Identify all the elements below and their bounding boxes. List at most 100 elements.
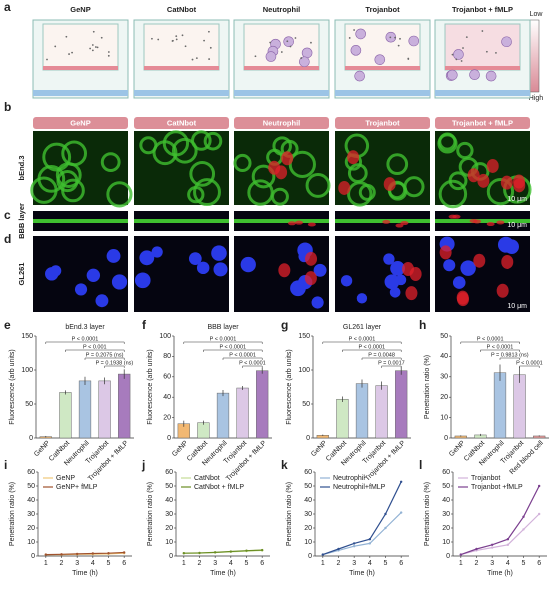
y-tick-label: 10 bbox=[304, 539, 312, 546]
x-tick-label: 3 bbox=[213, 560, 217, 567]
red-stain bbox=[477, 173, 490, 188]
y-tick-label: 80 bbox=[163, 353, 171, 360]
blue-nucleus bbox=[311, 296, 324, 309]
x-tick-label: GeNP bbox=[310, 440, 329, 459]
green-stain bbox=[203, 131, 223, 151]
chart-title: BBB layer bbox=[207, 324, 239, 331]
blue-nucleus bbox=[213, 262, 228, 277]
red-stain bbox=[305, 251, 318, 266]
particle bbox=[348, 37, 351, 39]
legend-label: CatNbot + fMLP bbox=[194, 484, 244, 491]
point bbox=[399, 480, 403, 483]
scale-bar: 10 μm bbox=[507, 222, 527, 229]
red-stain bbox=[439, 245, 452, 260]
x-tick-label: 3 bbox=[352, 560, 356, 567]
y-tick-label: 10 bbox=[440, 414, 448, 421]
particle bbox=[208, 58, 211, 60]
legend-label: Neutrophil bbox=[333, 475, 365, 482]
point bbox=[522, 515, 525, 518]
membrane bbox=[144, 66, 219, 70]
row-label: bEnd.3 bbox=[17, 155, 26, 180]
cell-icon bbox=[354, 70, 365, 82]
scale-bar: 10 μm bbox=[507, 196, 527, 203]
particle bbox=[394, 36, 396, 39]
blue-nucleus bbox=[452, 276, 466, 289]
chart-title: GL261 layer bbox=[343, 324, 382, 331]
particle bbox=[300, 57, 303, 59]
cell-icon bbox=[350, 45, 362, 56]
cell-icon bbox=[485, 70, 497, 82]
green-strip bbox=[33, 219, 128, 223]
bar bbox=[118, 373, 131, 439]
point bbox=[213, 551, 217, 554]
significance-bracket bbox=[322, 341, 402, 344]
y-tick-label: 20 bbox=[440, 394, 448, 401]
bar bbox=[355, 383, 369, 439]
y-tick-label: 20 bbox=[304, 525, 312, 532]
particle bbox=[269, 41, 272, 44]
blue-nucleus bbox=[460, 260, 476, 276]
red-stain bbox=[347, 150, 360, 165]
blue-nucleus bbox=[95, 294, 109, 308]
particle bbox=[191, 58, 194, 61]
panel-label: g bbox=[281, 318, 288, 332]
bar bbox=[256, 370, 269, 439]
red-stain bbox=[287, 221, 296, 226]
membrane bbox=[43, 66, 118, 70]
point bbox=[44, 553, 48, 556]
green-stain bbox=[106, 181, 133, 208]
green-stain bbox=[191, 130, 212, 151]
point bbox=[337, 547, 340, 551]
bottom-cells bbox=[435, 90, 530, 96]
point bbox=[399, 511, 403, 514]
schematic-header: Trojanbot bbox=[365, 5, 400, 14]
p-value: P < 0.0001 bbox=[487, 344, 514, 350]
particle bbox=[353, 29, 355, 31]
bottom-cells bbox=[134, 90, 229, 96]
blue-nucleus bbox=[74, 283, 88, 296]
particle bbox=[65, 35, 68, 38]
bar bbox=[336, 398, 349, 439]
x-tick-label: 6 bbox=[399, 560, 403, 567]
x-axis-label: Time (h) bbox=[210, 570, 236, 577]
y-tick-label: 100 bbox=[21, 367, 33, 374]
green-stain bbox=[193, 178, 221, 207]
particle bbox=[175, 38, 178, 41]
blue-nucleus bbox=[211, 245, 227, 261]
bottom-cells bbox=[33, 90, 128, 96]
particle bbox=[91, 44, 94, 46]
y-axis-label: Penetration ratio (%) bbox=[147, 482, 154, 546]
bar bbox=[216, 392, 230, 439]
green-stain bbox=[171, 137, 198, 164]
red-stain bbox=[501, 254, 514, 269]
particle bbox=[397, 44, 400, 47]
green-stain bbox=[162, 130, 190, 157]
y-axis-label: Fluorescence (arb units) bbox=[286, 349, 293, 424]
series-line bbox=[460, 485, 540, 556]
red-stain bbox=[486, 158, 499, 173]
y-tick-label: 0 bbox=[306, 435, 310, 442]
particle bbox=[389, 36, 392, 39]
y-tick-label: 0 bbox=[308, 553, 312, 560]
x-tick-label: 6 bbox=[260, 560, 264, 567]
bar bbox=[493, 372, 507, 439]
point bbox=[352, 545, 356, 548]
y-tick-label: 50 bbox=[440, 333, 448, 340]
blue-nucleus bbox=[390, 261, 405, 276]
cell-icon bbox=[447, 69, 458, 81]
y-tick-label: 100 bbox=[298, 367, 310, 374]
green-stain bbox=[30, 176, 58, 204]
y-tick-label: 40 bbox=[165, 497, 173, 504]
significance-bracket bbox=[65, 349, 125, 352]
y-tick-label: 50 bbox=[165, 483, 173, 490]
particle bbox=[175, 35, 178, 38]
blue-nucleus bbox=[384, 274, 400, 290]
x-tick-label: 3 bbox=[490, 560, 494, 567]
y-tick-label: 60 bbox=[27, 469, 35, 476]
scale-low: Low bbox=[530, 11, 544, 18]
schematic-header: Neutrophil bbox=[263, 5, 301, 14]
point bbox=[522, 528, 525, 531]
particle bbox=[89, 47, 92, 50]
x-tick-label: 1 bbox=[182, 560, 186, 567]
red-stain bbox=[512, 174, 525, 189]
